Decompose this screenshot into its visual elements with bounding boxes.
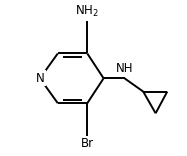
Text: NH: NH [116,62,133,75]
Text: N: N [36,72,44,85]
Text: Br: Br [81,137,94,150]
Text: NH$_2$: NH$_2$ [75,4,99,19]
